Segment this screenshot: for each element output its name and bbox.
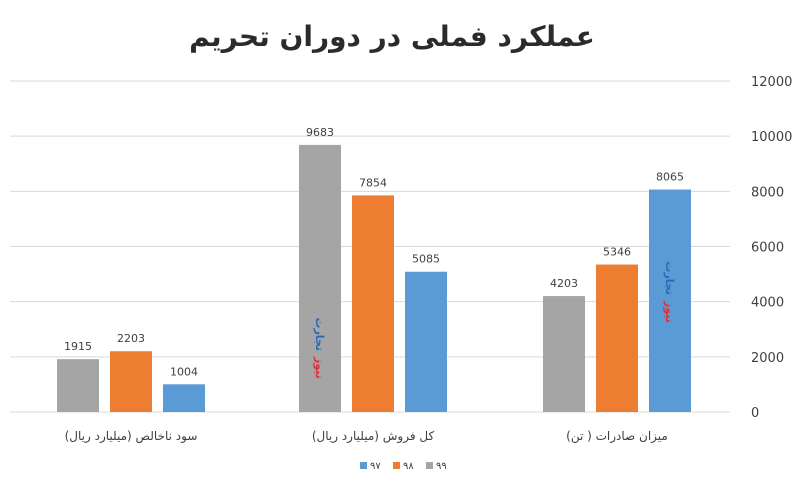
watermark: تجارت نیوز <box>663 261 676 322</box>
y-axis-ticks: 0 2000 4000 6000 8000 10000 12000 <box>751 75 792 421</box>
data-label: 1915 <box>64 340 92 353</box>
y-tick-label: 10000 <box>751 130 792 145</box>
y-tick-label: 6000 <box>751 241 784 256</box>
legend-label: ۹۹ <box>436 461 447 472</box>
legend-swatch <box>360 462 367 469</box>
y-tick-label: 2000 <box>751 351 784 366</box>
data-label: 5085 <box>412 253 440 266</box>
legend-label: ۹۷ <box>370 461 381 472</box>
watermark-part2: نیوز <box>663 300 676 323</box>
legend-swatch <box>426 462 433 469</box>
legend-swatch <box>393 462 400 469</box>
watermark-part1: تجارت <box>663 261 676 295</box>
y-tick-label: 8000 <box>751 185 784 200</box>
watermark-part2: نیوز <box>313 356 326 379</box>
legend-item: ۹۹ <box>426 461 447 472</box>
y-tick-label: 0 <box>751 406 759 421</box>
category-label: سود ناخالص (میلیارد ریال) <box>65 429 198 444</box>
legend-label: ۹۸ <box>403 461 414 472</box>
bar <box>163 384 205 412</box>
data-labels: 4203 5346 8065 9683 7854 5085 1915 2203 1004 <box>64 126 684 378</box>
legend-item: ۹۷ <box>360 461 381 472</box>
data-label: 8065 <box>656 171 684 184</box>
watermark-part1: تجارت <box>313 317 326 351</box>
data-label: 1004 <box>170 365 198 378</box>
data-label: 5346 <box>603 246 631 259</box>
watermarks: تجارت نیوز تجارت نیوز <box>313 261 676 378</box>
legend-item: ۹۸ <box>393 461 414 472</box>
bar <box>352 195 394 412</box>
bar <box>110 351 152 412</box>
bar <box>596 264 638 412</box>
category-label: میزان صادرات ( تن) <box>566 429 668 444</box>
bar <box>543 296 585 412</box>
data-label: 9683 <box>306 126 334 139</box>
bar <box>649 189 691 412</box>
bar <box>299 144 341 412</box>
bars <box>57 144 691 412</box>
y-tick-label: 4000 <box>751 296 784 311</box>
chart-title: عملکرد فملی در دوران تحریم <box>189 20 595 53</box>
y-tick-label: 12000 <box>751 75 792 90</box>
x-axis-categories: میزان صادرات ( تن) کل فروش (میلیارد ریال)… <box>65 429 668 444</box>
bar <box>57 359 99 412</box>
watermark: تجارت نیوز <box>313 317 326 378</box>
data-label: 7854 <box>359 176 387 189</box>
data-label: 4203 <box>550 277 578 290</box>
category-label: کل فروش (میلیارد ریال) <box>312 429 435 444</box>
data-label: 2203 <box>117 332 145 345</box>
legend: ۹۷ ۹۸ ۹۹ <box>360 461 447 472</box>
bar <box>405 271 447 412</box>
